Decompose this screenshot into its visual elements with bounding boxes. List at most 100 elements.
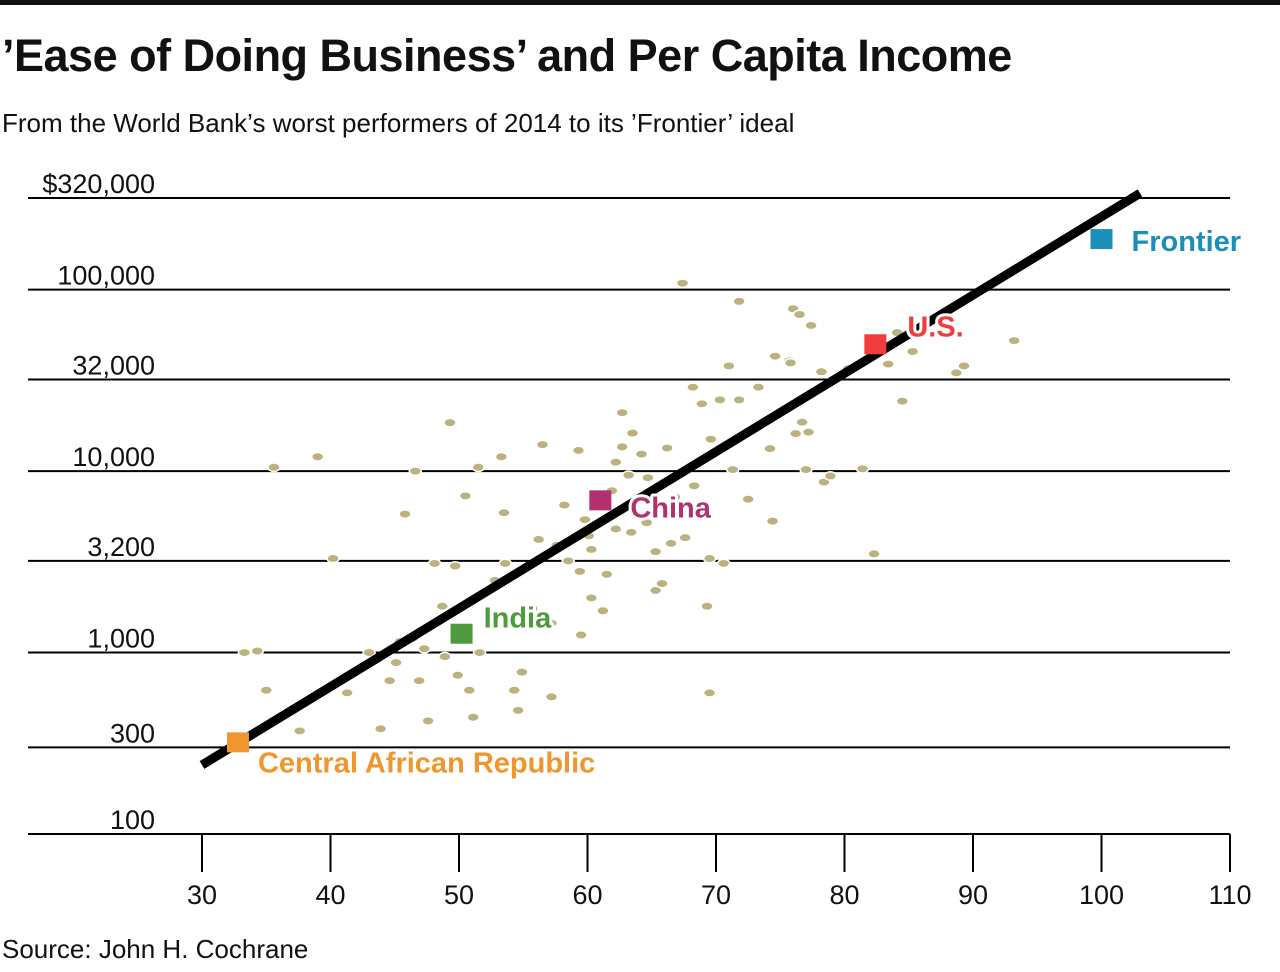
data-point xyxy=(458,490,473,501)
data-point xyxy=(804,320,818,331)
x-tick-label: 110 xyxy=(1208,880,1251,910)
data-point xyxy=(326,553,340,564)
highlight-label: Frontier xyxy=(1132,226,1242,258)
data-point xyxy=(855,463,870,474)
data-point xyxy=(647,494,662,505)
data-point xyxy=(544,691,559,702)
x-tick-label: 60 xyxy=(572,880,602,910)
data-point xyxy=(725,464,740,475)
data-point xyxy=(881,359,895,370)
data-point xyxy=(788,428,803,439)
y-tick-label: 100,000 xyxy=(57,261,155,291)
data-point xyxy=(531,534,546,545)
data-point xyxy=(639,517,654,528)
data-point xyxy=(448,561,462,571)
highlight-marker xyxy=(226,732,249,753)
data-point xyxy=(957,360,971,371)
data-point xyxy=(732,296,746,307)
data-point xyxy=(412,675,426,686)
data-point xyxy=(949,367,964,378)
data-point xyxy=(525,603,539,614)
data-point xyxy=(675,278,690,289)
data-point xyxy=(741,494,755,505)
data-point xyxy=(905,346,920,357)
data-point xyxy=(648,546,663,557)
data-point xyxy=(292,725,307,736)
data-point xyxy=(571,445,586,456)
x-axis-ticks: 30 40 50 60 70 80 90 100 110 xyxy=(187,834,1252,910)
highlight-marker xyxy=(450,623,473,644)
highlighted-countries: Frontier U.S. China India Central African Re… xyxy=(226,223,1244,782)
top-rule xyxy=(0,0,1280,5)
data-point xyxy=(732,394,746,405)
highlight-marker xyxy=(864,334,887,355)
y-tick-label: 32,000 xyxy=(72,350,155,380)
data-point xyxy=(795,417,809,428)
data-point xyxy=(435,601,450,612)
data-point xyxy=(498,558,513,569)
data-point xyxy=(722,360,736,371)
data-point xyxy=(573,566,587,577)
data-point xyxy=(609,457,623,468)
data-point xyxy=(634,449,649,460)
highlight-label: China xyxy=(630,492,711,524)
highlight-label: India xyxy=(484,603,553,635)
data-point xyxy=(687,480,701,491)
x-tick-label: 50 xyxy=(444,880,474,910)
data-point xyxy=(561,555,575,566)
data-point xyxy=(494,451,509,462)
data-point xyxy=(466,712,480,723)
data-point xyxy=(823,471,838,481)
source-note: Source: John H. Cochrane xyxy=(2,934,309,964)
data-point xyxy=(713,394,727,405)
data-point xyxy=(814,366,829,377)
data-point xyxy=(704,434,718,445)
data-point xyxy=(765,516,780,527)
data-point xyxy=(443,417,457,428)
data-point xyxy=(511,705,525,716)
data-point xyxy=(450,670,465,681)
data-point xyxy=(895,396,910,407)
data-point xyxy=(438,651,452,662)
data-point xyxy=(621,470,636,481)
data-point xyxy=(237,647,252,658)
data-point xyxy=(578,514,592,525)
data-point xyxy=(625,428,640,439)
data-point xyxy=(310,451,325,462)
data-point xyxy=(641,472,655,483)
data-point xyxy=(417,643,432,654)
data-point xyxy=(507,685,522,696)
data-point xyxy=(250,646,265,656)
highlight-label: Central African Republic xyxy=(258,747,595,779)
data-point xyxy=(398,509,412,519)
data-point xyxy=(624,527,638,538)
data-point xyxy=(340,687,354,698)
y-tick-label: $320,000 xyxy=(42,169,155,199)
data-points xyxy=(237,278,1021,736)
data-point xyxy=(799,464,813,475)
data-point xyxy=(584,544,599,555)
data-point xyxy=(421,715,435,726)
data-point xyxy=(471,462,486,473)
data-point xyxy=(615,407,629,418)
data-point xyxy=(267,462,281,473)
data-point xyxy=(751,382,766,393)
data-point xyxy=(801,427,816,438)
data-point xyxy=(584,592,599,603)
data-point xyxy=(535,439,550,450)
data-point xyxy=(497,507,511,518)
data-point xyxy=(686,382,700,393)
data-point xyxy=(408,466,423,477)
x-tick-label: 70 xyxy=(701,880,731,910)
y-tick-label: 3,200 xyxy=(87,532,155,562)
x-tick-label: 100 xyxy=(1079,880,1124,910)
data-point xyxy=(259,685,273,696)
data-point xyxy=(664,538,678,549)
data-point xyxy=(648,585,663,596)
highlight-marker xyxy=(1090,229,1113,250)
data-point xyxy=(362,647,376,658)
x-tick-label: 90 xyxy=(958,880,988,910)
chart-subtitle: From the World Bank’s worst performers o… xyxy=(2,108,795,138)
x-tick-label: 30 xyxy=(187,880,217,910)
